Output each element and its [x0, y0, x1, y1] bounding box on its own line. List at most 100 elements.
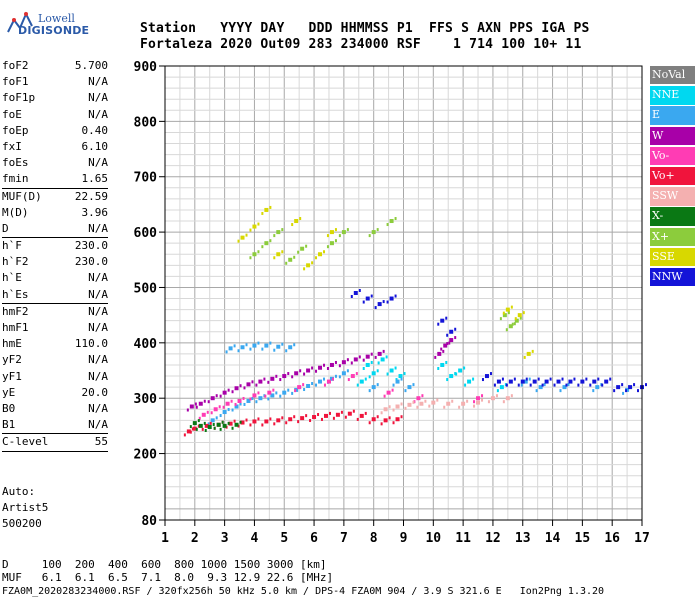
data-point	[252, 252, 257, 257]
param-name: MUF(D)	[2, 189, 42, 203]
data-point-halo	[303, 267, 306, 271]
data-point-halo	[362, 358, 365, 362]
muf-table: D 100 200 400 600 800 1000 1500 3000 [km…	[2, 558, 333, 584]
data-point-halo	[255, 400, 258, 404]
param-row: yF2 N/A	[2, 352, 108, 368]
data-point-halo	[219, 414, 222, 418]
data-point-halo	[197, 419, 200, 423]
autoscaling-notes: Auto: Artist5 500200	[2, 484, 48, 532]
data-point	[282, 390, 287, 395]
data-point	[580, 379, 585, 384]
legend-item: E	[650, 106, 695, 125]
data-point	[389, 219, 394, 224]
data-point	[616, 385, 621, 390]
data-point-halo	[204, 428, 207, 432]
x-tick-label: 11	[455, 531, 471, 546]
data-point	[383, 407, 388, 412]
logo-brand-top: Lowell	[38, 12, 75, 25]
data-point	[258, 396, 263, 401]
data-point	[264, 241, 269, 246]
param-row: h`E N/A	[2, 270, 108, 286]
data-point-halo	[239, 384, 242, 388]
data-point-halo	[249, 347, 252, 351]
data-point-halo	[412, 400, 415, 404]
data-point-halo	[183, 433, 186, 437]
data-point	[353, 357, 358, 362]
data-point-halo	[424, 399, 427, 403]
data-point-halo	[386, 223, 389, 227]
data-point-halo	[334, 239, 337, 243]
data-point-halo	[207, 400, 210, 404]
data-point-halo	[549, 377, 552, 381]
polarization-legend: NoVal NNE E W Vo- Vo+ SSW X- X+ SSE NNW	[650, 66, 695, 288]
data-point-halo	[257, 417, 260, 421]
data-point	[359, 413, 364, 418]
data-point-halo	[203, 399, 206, 403]
data-point-halo	[442, 349, 445, 353]
data-point	[329, 241, 334, 246]
legend-item: W	[650, 126, 695, 145]
data-point-halo	[261, 211, 264, 215]
x-tick-label: 16	[604, 531, 620, 546]
data-point-halo	[541, 383, 544, 387]
data-point-halo	[249, 397, 252, 401]
data-point	[476, 396, 481, 401]
data-point-halo	[249, 228, 252, 232]
data-point	[350, 374, 355, 379]
data-point-halo	[376, 383, 379, 387]
data-point-halo	[207, 422, 210, 426]
data-point-halo	[386, 372, 389, 376]
param-row: yF1 N/A	[2, 369, 108, 385]
data-point-halo	[537, 377, 540, 381]
note-line: Artist5	[2, 501, 49, 514]
param-name: h`F2	[2, 255, 29, 269]
data-point-halo	[195, 405, 198, 409]
data-point-halo	[437, 366, 440, 370]
param-name: h`F	[2, 239, 22, 253]
data-point-halo	[225, 350, 228, 354]
data-point	[440, 318, 445, 323]
data-point-halo	[505, 383, 508, 387]
data-point	[380, 357, 385, 362]
data-point-halo	[412, 383, 415, 387]
data-point-halo	[458, 405, 461, 409]
data-point	[508, 379, 513, 384]
data-point-halo	[388, 416, 391, 420]
data-point-halo	[517, 383, 520, 387]
param-value: 6.10	[81, 139, 109, 153]
data-point-halo	[291, 391, 294, 395]
data-point-halo	[326, 245, 329, 249]
data-point-halo	[243, 386, 246, 390]
data-point-halo	[400, 415, 403, 419]
param-name: foF2	[2, 59, 29, 72]
data-point-halo	[233, 419, 236, 423]
data-point	[288, 417, 293, 422]
data-point-halo	[428, 404, 431, 408]
data-point-halo	[189, 430, 192, 434]
param-value: 230.0	[74, 239, 108, 253]
data-point	[386, 390, 391, 395]
data-point-halo	[370, 360, 373, 364]
data-point	[341, 371, 346, 376]
data-point-halo	[334, 228, 337, 232]
legend-item: Vo+	[650, 166, 695, 186]
data-point-halo	[535, 389, 538, 393]
param-row: foE N/A	[2, 107, 108, 123]
data-point-halo	[464, 383, 467, 387]
data-point-halo	[245, 233, 248, 237]
data-point-halo	[505, 328, 508, 332]
scaled-parameters-panel: foF2 5.700 foF1 N/A foF1p N/A foE N/A foEp 0.40 fx…	[2, 58, 108, 452]
data-point	[234, 422, 239, 427]
data-point	[329, 362, 334, 367]
data-point	[189, 404, 194, 409]
data-point-halo	[380, 422, 383, 426]
data-point-halo	[382, 300, 385, 304]
data-point-halo	[368, 375, 371, 379]
data-point-halo	[440, 347, 443, 351]
data-point-halo	[446, 333, 449, 337]
data-point	[222, 423, 227, 428]
x-tick-label: 9	[400, 531, 408, 546]
data-point-halo	[358, 289, 361, 292]
data-point-halo	[473, 400, 476, 404]
data-point-halo	[454, 327, 457, 331]
